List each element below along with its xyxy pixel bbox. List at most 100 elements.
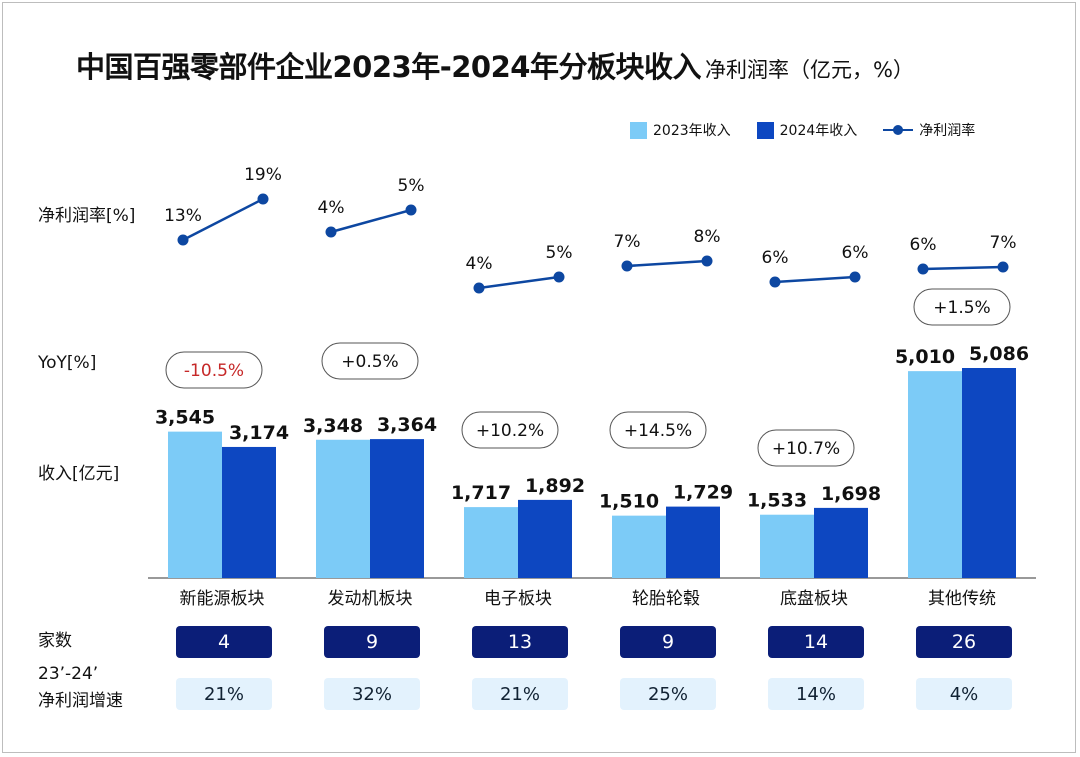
profit-growth-cell: 32%	[324, 678, 420, 710]
legend-item-2024: 2024年收入	[756, 120, 858, 140]
bar-2024	[666, 506, 720, 578]
row-label-count: 家数	[38, 631, 72, 651]
net-margin-point-2023	[325, 226, 337, 238]
legend-item-margin: 净利润率	[883, 120, 975, 140]
category-label: 底盘板块	[780, 589, 848, 609]
net-margin-line	[922, 265, 1004, 271]
net-margin-line	[182, 197, 264, 242]
net-margin-label-2024: 8%	[694, 227, 721, 247]
company-count-cell: 26	[916, 626, 1012, 658]
net-margin-label-2023: 7%	[614, 232, 641, 252]
yoy-label: -10.5%	[184, 361, 244, 381]
legend-item-2023: 2023年收入	[630, 120, 731, 140]
bar-2024	[370, 439, 424, 578]
company-count-cell: 14	[768, 626, 864, 658]
bar-2023	[464, 507, 518, 578]
net-margin-point-2024	[997, 261, 1009, 273]
yoy-label: +14.5%	[624, 421, 692, 441]
net-margin-label-2023: 4%	[466, 254, 493, 274]
bar-value-label: 1,729	[673, 482, 733, 504]
net-margin-label-2024: 5%	[546, 243, 573, 263]
net-margin-line	[330, 208, 412, 234]
legend-label-2023: 2023年收入	[653, 123, 731, 139]
legend-label-margin: 净利润率	[919, 123, 976, 139]
bar-2023	[908, 371, 962, 578]
bar-value-label: 1,892	[525, 475, 585, 497]
profit-growth-cell: 21%	[176, 678, 272, 710]
company-count-cell: 4	[176, 626, 272, 658]
net-margin-point-2024	[849, 271, 861, 283]
bar-value-label: 5,010	[895, 346, 955, 368]
net-margin-label-2023: 6%	[762, 248, 789, 268]
bar-2024	[962, 368, 1016, 578]
bar-2023	[168, 431, 222, 578]
net-margin-label-2023: 6%	[910, 235, 937, 255]
row-label-margin: 净利润率[%]	[38, 206, 136, 226]
company-count-cell: 9	[620, 626, 716, 658]
bar-value-label: 1,510	[599, 491, 659, 513]
title-sub: 净利润率（亿元，%）	[704, 58, 914, 82]
title-main: 中国百强零部件企业2023年-2024年分板块收入	[76, 50, 701, 84]
bar-value-label: 3,364	[377, 414, 437, 436]
net-margin-point-2023	[769, 276, 781, 288]
bar-2024	[222, 446, 276, 578]
bar-2023	[316, 439, 370, 578]
bar-value-label: 3,348	[303, 415, 363, 437]
chart-title: 中国百强零部件企业2023年-2024年分板块收入 净利润率（亿元，%）	[76, 44, 914, 86]
bar-2023	[612, 515, 666, 578]
net-margin-line	[626, 259, 708, 268]
bar-2024	[518, 499, 572, 578]
category-label: 新能源板块	[180, 589, 265, 609]
net-margin-point-2023	[177, 234, 189, 246]
yoy-label: +10.2%	[476, 421, 544, 441]
yoy-pill	[461, 411, 559, 449]
net-margin-point-2023	[473, 282, 485, 294]
bar-2024	[814, 507, 868, 578]
profit-growth-cell: 4%	[916, 678, 1012, 710]
yoy-pill	[609, 411, 707, 449]
net-margin-point-2024	[257, 193, 269, 205]
net-margin-point-2023	[917, 263, 929, 275]
category-label: 电子板块	[484, 589, 552, 609]
bar-value-label: 5,086	[969, 343, 1029, 365]
net-margin-label-2024: 19%	[244, 165, 282, 185]
bar-value-label: 3,174	[229, 422, 289, 444]
yoy-label: +0.5%	[341, 352, 398, 372]
bar-value-label: 1,698	[821, 483, 881, 505]
bar-value-label: 3,545	[155, 407, 215, 429]
net-margin-label-2024: 7%	[990, 233, 1017, 253]
yoy-pill	[913, 288, 1011, 326]
yoy-label: +10.7%	[772, 439, 840, 459]
legend: 2023年收入 2024年收入 净利润率	[630, 120, 975, 140]
bar-value-label: 1,533	[747, 490, 807, 512]
net-margin-line	[774, 275, 856, 284]
row-label-growth-1: 23’-24’	[38, 664, 99, 684]
net-margin-label-2024: 5%	[398, 176, 425, 196]
company-count-cell: 9	[324, 626, 420, 658]
net-margin-point-2024	[405, 204, 417, 216]
yoy-pill	[165, 351, 263, 389]
net-margin-label-2023: 13%	[164, 206, 202, 226]
bar-2023	[760, 514, 814, 578]
net-margin-point-2024	[553, 271, 565, 283]
company-count-cell: 13	[472, 626, 568, 658]
row-label-revenue: 收入[亿元]	[38, 464, 120, 484]
legend-swatch-2024	[756, 121, 774, 139]
net-margin-line	[478, 275, 560, 290]
legend-swatch-2023	[630, 121, 647, 139]
category-label: 发动机板块	[328, 589, 413, 609]
yoy-pill	[321, 342, 419, 380]
net-margin-label-2024: 6%	[842, 243, 869, 263]
legend-label-2024: 2024年收入	[779, 123, 858, 139]
category-label: 其他传统	[928, 589, 996, 609]
line-marker-icon	[883, 124, 914, 136]
yoy-label: +1.5%	[933, 298, 990, 318]
row-label-yoy: YoY[%]	[38, 353, 97, 373]
profit-growth-cell: 21%	[472, 678, 568, 710]
category-label: 轮胎轮毂	[632, 589, 700, 609]
profit-growth-cell: 25%	[620, 678, 716, 710]
net-margin-label-2023: 4%	[318, 198, 345, 218]
net-margin-point-2024	[701, 255, 713, 267]
